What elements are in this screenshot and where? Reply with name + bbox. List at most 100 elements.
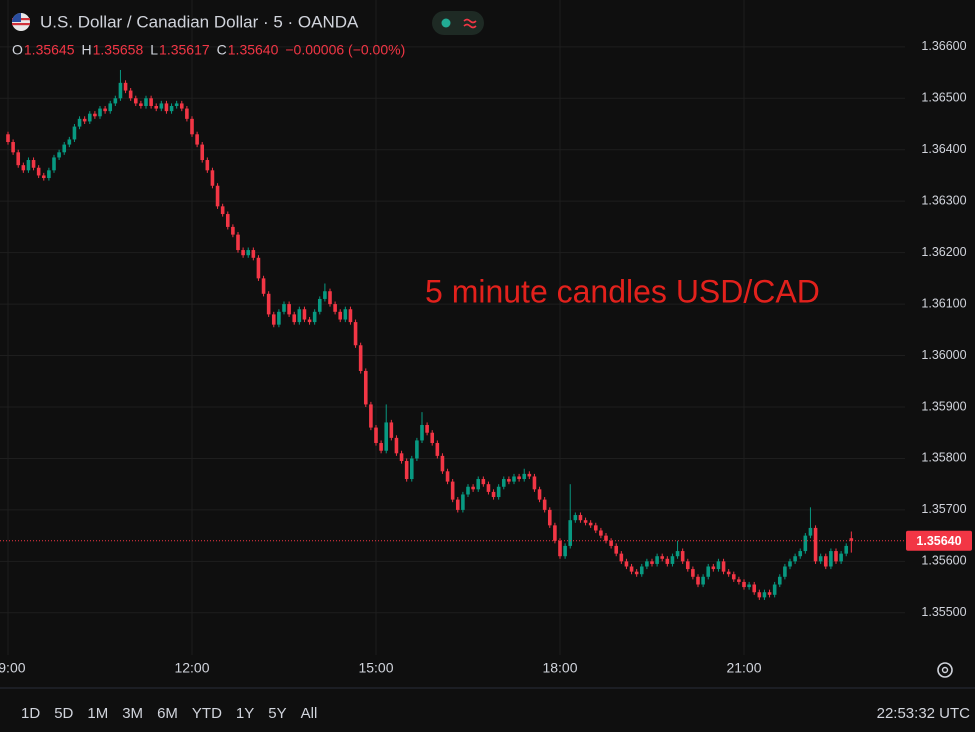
candle-body <box>149 98 153 106</box>
candle-body <box>98 108 102 117</box>
x-tick-label: 09:00 <box>0 660 26 676</box>
candle-body <box>52 157 56 171</box>
candle-body <box>271 314 276 325</box>
candle-body <box>762 592 767 598</box>
candle-body <box>471 486 475 490</box>
candle-body <box>246 250 251 256</box>
candle-body <box>225 214 230 227</box>
range-button[interactable]: 1Y <box>236 705 254 722</box>
range-button[interactable]: 5Y <box>268 705 286 722</box>
candle-body <box>737 579 741 582</box>
candle-body <box>220 206 225 215</box>
y-tick-label: 1.36200 <box>921 245 966 259</box>
candle-body <box>241 250 245 256</box>
candle-body <box>527 473 532 477</box>
range-button[interactable]: 5D <box>54 705 73 722</box>
candle-body <box>123 82 128 91</box>
candle-body <box>297 309 302 323</box>
ohlc-legend: O 1.35645 H 1.35658 L 1.35617 C 1.35640 −0.00006… <box>12 42 405 58</box>
candle-body <box>839 553 843 562</box>
candle-body <box>363 370 368 405</box>
candle-body <box>542 499 547 510</box>
candle-body <box>614 545 619 554</box>
candle-body <box>328 291 332 305</box>
candle-body <box>404 461 409 480</box>
candle-body <box>573 515 578 521</box>
candle-body <box>747 584 751 588</box>
candle-body <box>476 479 481 490</box>
symbol-title: U.S. Dollar / Canadian Dollar · 5 · OAND… <box>40 12 359 31</box>
candle-body <box>133 98 138 104</box>
candle-body <box>302 309 307 320</box>
candle-body <box>261 278 266 294</box>
candle-body <box>435 443 440 456</box>
range-button[interactable]: All <box>301 705 318 722</box>
candle-body <box>333 304 337 312</box>
y-tick-label: 1.35700 <box>921 502 966 516</box>
candle-body <box>399 453 404 462</box>
candle-body <box>256 257 261 279</box>
candle-body <box>813 527 818 562</box>
candle-body <box>568 520 573 546</box>
candle-body <box>282 304 286 312</box>
y-tick-label: 1.36500 <box>921 91 966 105</box>
range-button[interactable]: 1M <box>87 705 108 722</box>
candle-body <box>154 105 159 109</box>
range-button[interactable]: 1D <box>21 705 40 722</box>
candle-body <box>103 108 107 112</box>
x-tick-label: 12:00 <box>174 660 209 676</box>
candle-body <box>486 484 491 492</box>
candle-body <box>108 103 113 112</box>
candle-body <box>609 540 613 546</box>
y-tick-label: 1.35600 <box>921 554 966 568</box>
candles <box>0 69 905 600</box>
candle-body <box>292 314 297 323</box>
candle-body <box>517 476 521 480</box>
candle-body <box>169 105 174 112</box>
ohlc-key: L <box>150 42 158 58</box>
range-button[interactable]: YTD <box>192 705 222 722</box>
candle-body <box>93 113 97 117</box>
candle-body <box>87 113 92 122</box>
candle-body <box>389 422 394 438</box>
candle-body <box>164 103 169 112</box>
range-button[interactable]: 3M <box>122 705 143 722</box>
candle-body <box>358 345 363 371</box>
market-open-dot <box>441 18 451 28</box>
candle-body <box>772 584 777 595</box>
candle-body <box>604 535 608 541</box>
settings-icon[interactable] <box>937 662 953 678</box>
candle-body <box>537 489 542 500</box>
candle-body <box>599 530 603 536</box>
candle-body <box>409 458 414 480</box>
candle-body <box>277 311 281 325</box>
y-tick-label: 1.35800 <box>921 451 966 465</box>
candle-body <box>369 404 373 428</box>
candle-body <box>731 574 736 580</box>
candle-body <box>767 592 772 595</box>
candle-body <box>844 545 849 554</box>
candle-body <box>829 551 833 567</box>
candle-body <box>788 561 792 567</box>
candle-body <box>742 581 746 588</box>
candle-body <box>185 108 189 119</box>
candle-body <box>726 571 731 575</box>
ohlc-value: 1.35640 <box>228 42 279 58</box>
status-pill[interactable] <box>432 11 484 35</box>
candle-body <box>179 103 184 109</box>
candle-body <box>711 566 716 570</box>
candle-body <box>481 479 486 485</box>
y-tick-label: 1.36600 <box>921 39 966 53</box>
candle-body <box>849 538 854 541</box>
candle-body <box>139 103 143 106</box>
ohlc-value: 1.35617 <box>159 42 210 58</box>
candle-body <box>379 443 383 451</box>
candle-body <box>200 144 205 161</box>
range-button[interactable]: 6M <box>157 705 178 722</box>
candle-body <box>72 126 77 140</box>
candle-body <box>680 551 685 562</box>
y-tick-label: 1.36000 <box>921 348 966 362</box>
candle-body <box>721 561 726 572</box>
candle-body <box>645 561 649 567</box>
candle-body <box>195 134 199 145</box>
